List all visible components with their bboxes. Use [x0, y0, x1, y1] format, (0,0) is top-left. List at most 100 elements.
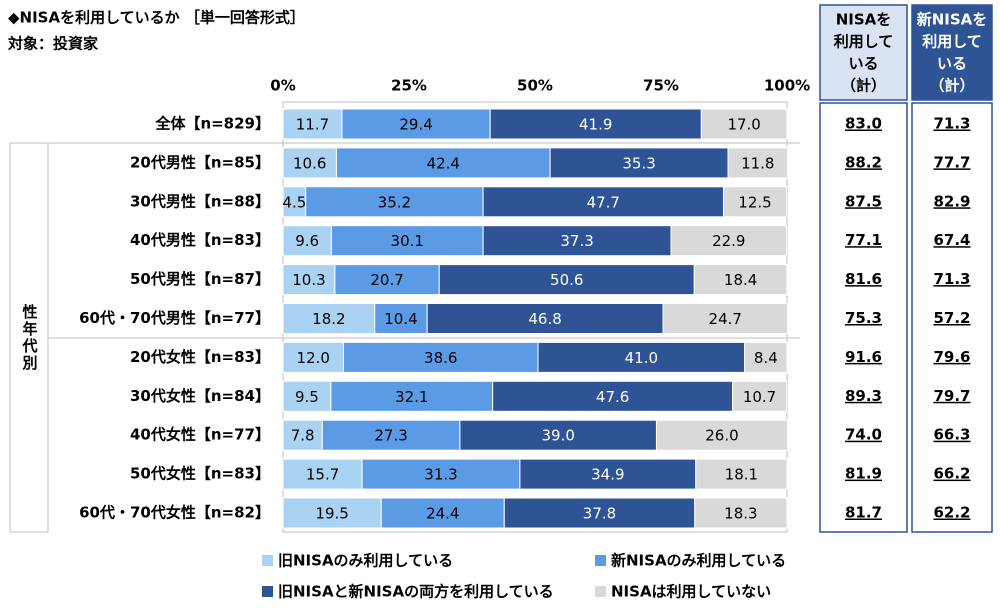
bar-segment [693, 264, 788, 296]
totals-value: 66.3 [933, 426, 970, 444]
data-label: 10.7 [743, 388, 776, 406]
bar-segment [374, 303, 428, 334]
bar-segment [694, 497, 788, 529]
bar-segment [342, 341, 539, 373]
data-label: 15.7 [306, 466, 339, 484]
x-tick-label: 50% [517, 77, 553, 95]
data-label: 31.3 [424, 466, 457, 484]
totals-value: 75.3 [845, 309, 882, 327]
bar-segment [732, 380, 787, 412]
bar-segment [700, 108, 788, 140]
y-tick-label: 20代女性【n=83】 [130, 348, 270, 366]
totals-value: 71.3 [933, 115, 970, 133]
bar-segment [744, 341, 788, 373]
totals-value: 74.0 [845, 426, 882, 444]
y-tick-label: 40代女性【n=77】 [130, 426, 270, 444]
totals-value: 67.4 [933, 231, 970, 249]
bar-segment [380, 497, 505, 529]
totals-header-text: （計） [929, 77, 974, 95]
bar-segment [519, 458, 697, 490]
bar-segment [722, 186, 787, 218]
bar-segment [321, 419, 461, 451]
bar-segment [492, 380, 734, 412]
x-tick-label: 75% [643, 77, 679, 95]
totals-value: 66.2 [933, 465, 970, 483]
bar-segment [282, 225, 332, 257]
bar-segment [334, 264, 440, 296]
bar-segment [727, 147, 789, 179]
bar-segment [282, 264, 336, 296]
data-label: 37.8 [583, 505, 616, 523]
data-label: 7.8 [291, 427, 315, 445]
totals-value: 81.9 [845, 465, 882, 483]
totals-body [911, 102, 993, 533]
data-label: 10.6 [293, 154, 326, 172]
data-label: 18.2 [312, 310, 345, 328]
totals-body [819, 102, 908, 533]
group-label: 性年代別 [21, 303, 39, 372]
legend-label: NISAは利用していない [611, 583, 771, 601]
totals-header [819, 4, 908, 101]
data-label: 12.5 [738, 193, 771, 211]
data-label: 32.1 [395, 388, 428, 406]
data-label: 9.5 [295, 388, 319, 406]
data-label: 10.4 [384, 310, 417, 328]
data-label: 41.9 [579, 116, 612, 134]
bar-segment [282, 458, 363, 490]
totals-value: 82.9 [933, 192, 970, 210]
y-tick-label: 30代女性【n=84】 [130, 387, 270, 405]
data-label: 29.4 [399, 116, 432, 134]
totals-value: 77.7 [933, 153, 970, 171]
data-label: 38.6 [424, 349, 457, 367]
totals-value: 89.3 [845, 387, 882, 405]
y-tick-label: 全体【n=829】 [154, 115, 270, 133]
bar-segment [438, 264, 695, 296]
x-tick-label: 100% [764, 77, 810, 95]
data-label: 27.3 [374, 427, 407, 445]
data-label: 20.7 [370, 271, 403, 289]
y-tick-label: 60代・70代女性【n=82】 [79, 504, 270, 522]
data-label: 18.4 [724, 271, 757, 289]
data-label: 42.4 [427, 154, 460, 172]
bar-segment [426, 303, 664, 334]
bar-segment [282, 108, 343, 140]
chart-subtitle: 対象：投資家 [7, 35, 98, 53]
data-label: 19.5 [315, 505, 348, 523]
bar-segment [662, 303, 789, 334]
data-label: 10.3 [292, 271, 325, 289]
bar-segment [482, 186, 724, 218]
bar-segment [282, 419, 323, 451]
legend-swatch [595, 586, 606, 597]
data-label: 24.4 [426, 505, 459, 523]
data-label: 11.7 [296, 116, 329, 134]
data-label: 18.1 [725, 466, 758, 484]
data-label: 18.3 [724, 505, 757, 523]
chart-title: ◆NISAを利用しているか ［単一回答形式］ [8, 9, 305, 27]
totals-header-text: NISAを [836, 11, 892, 29]
legend-swatch [595, 555, 606, 566]
bar-segment [282, 380, 332, 412]
data-label: 41.0 [625, 349, 658, 367]
data-label: 35.3 [622, 154, 655, 172]
data-label: 47.6 [596, 388, 629, 406]
bar-segment [459, 419, 657, 451]
totals-value: 62.2 [933, 504, 970, 522]
totals-value: 81.6 [845, 270, 882, 288]
totals-value: 88.2 [845, 153, 882, 171]
data-label: 8.4 [754, 349, 778, 367]
y-tick-label: 60代・70代男性【n=77】 [79, 309, 270, 327]
y-tick-label: 50代女性【n=83】 [130, 465, 270, 483]
data-label: 46.8 [528, 310, 561, 328]
data-label: 26.0 [705, 427, 738, 445]
y-tick-label: 20代男性【n=85】 [130, 153, 270, 171]
bar-segment [335, 147, 551, 179]
legend-label: 旧NISAと新NISAの両方を利用している [278, 583, 554, 601]
y-tick-label: 50代男性【n=87】 [130, 270, 270, 288]
totals-value: 71.3 [933, 270, 970, 288]
y-tick-label: 30代男性【n=88】 [130, 192, 270, 210]
totals-value: 77.1 [845, 231, 882, 249]
legend-label: 旧NISAのみ利用している [278, 552, 453, 570]
data-label: 34.9 [591, 466, 624, 484]
data-label: 47.7 [587, 193, 620, 211]
